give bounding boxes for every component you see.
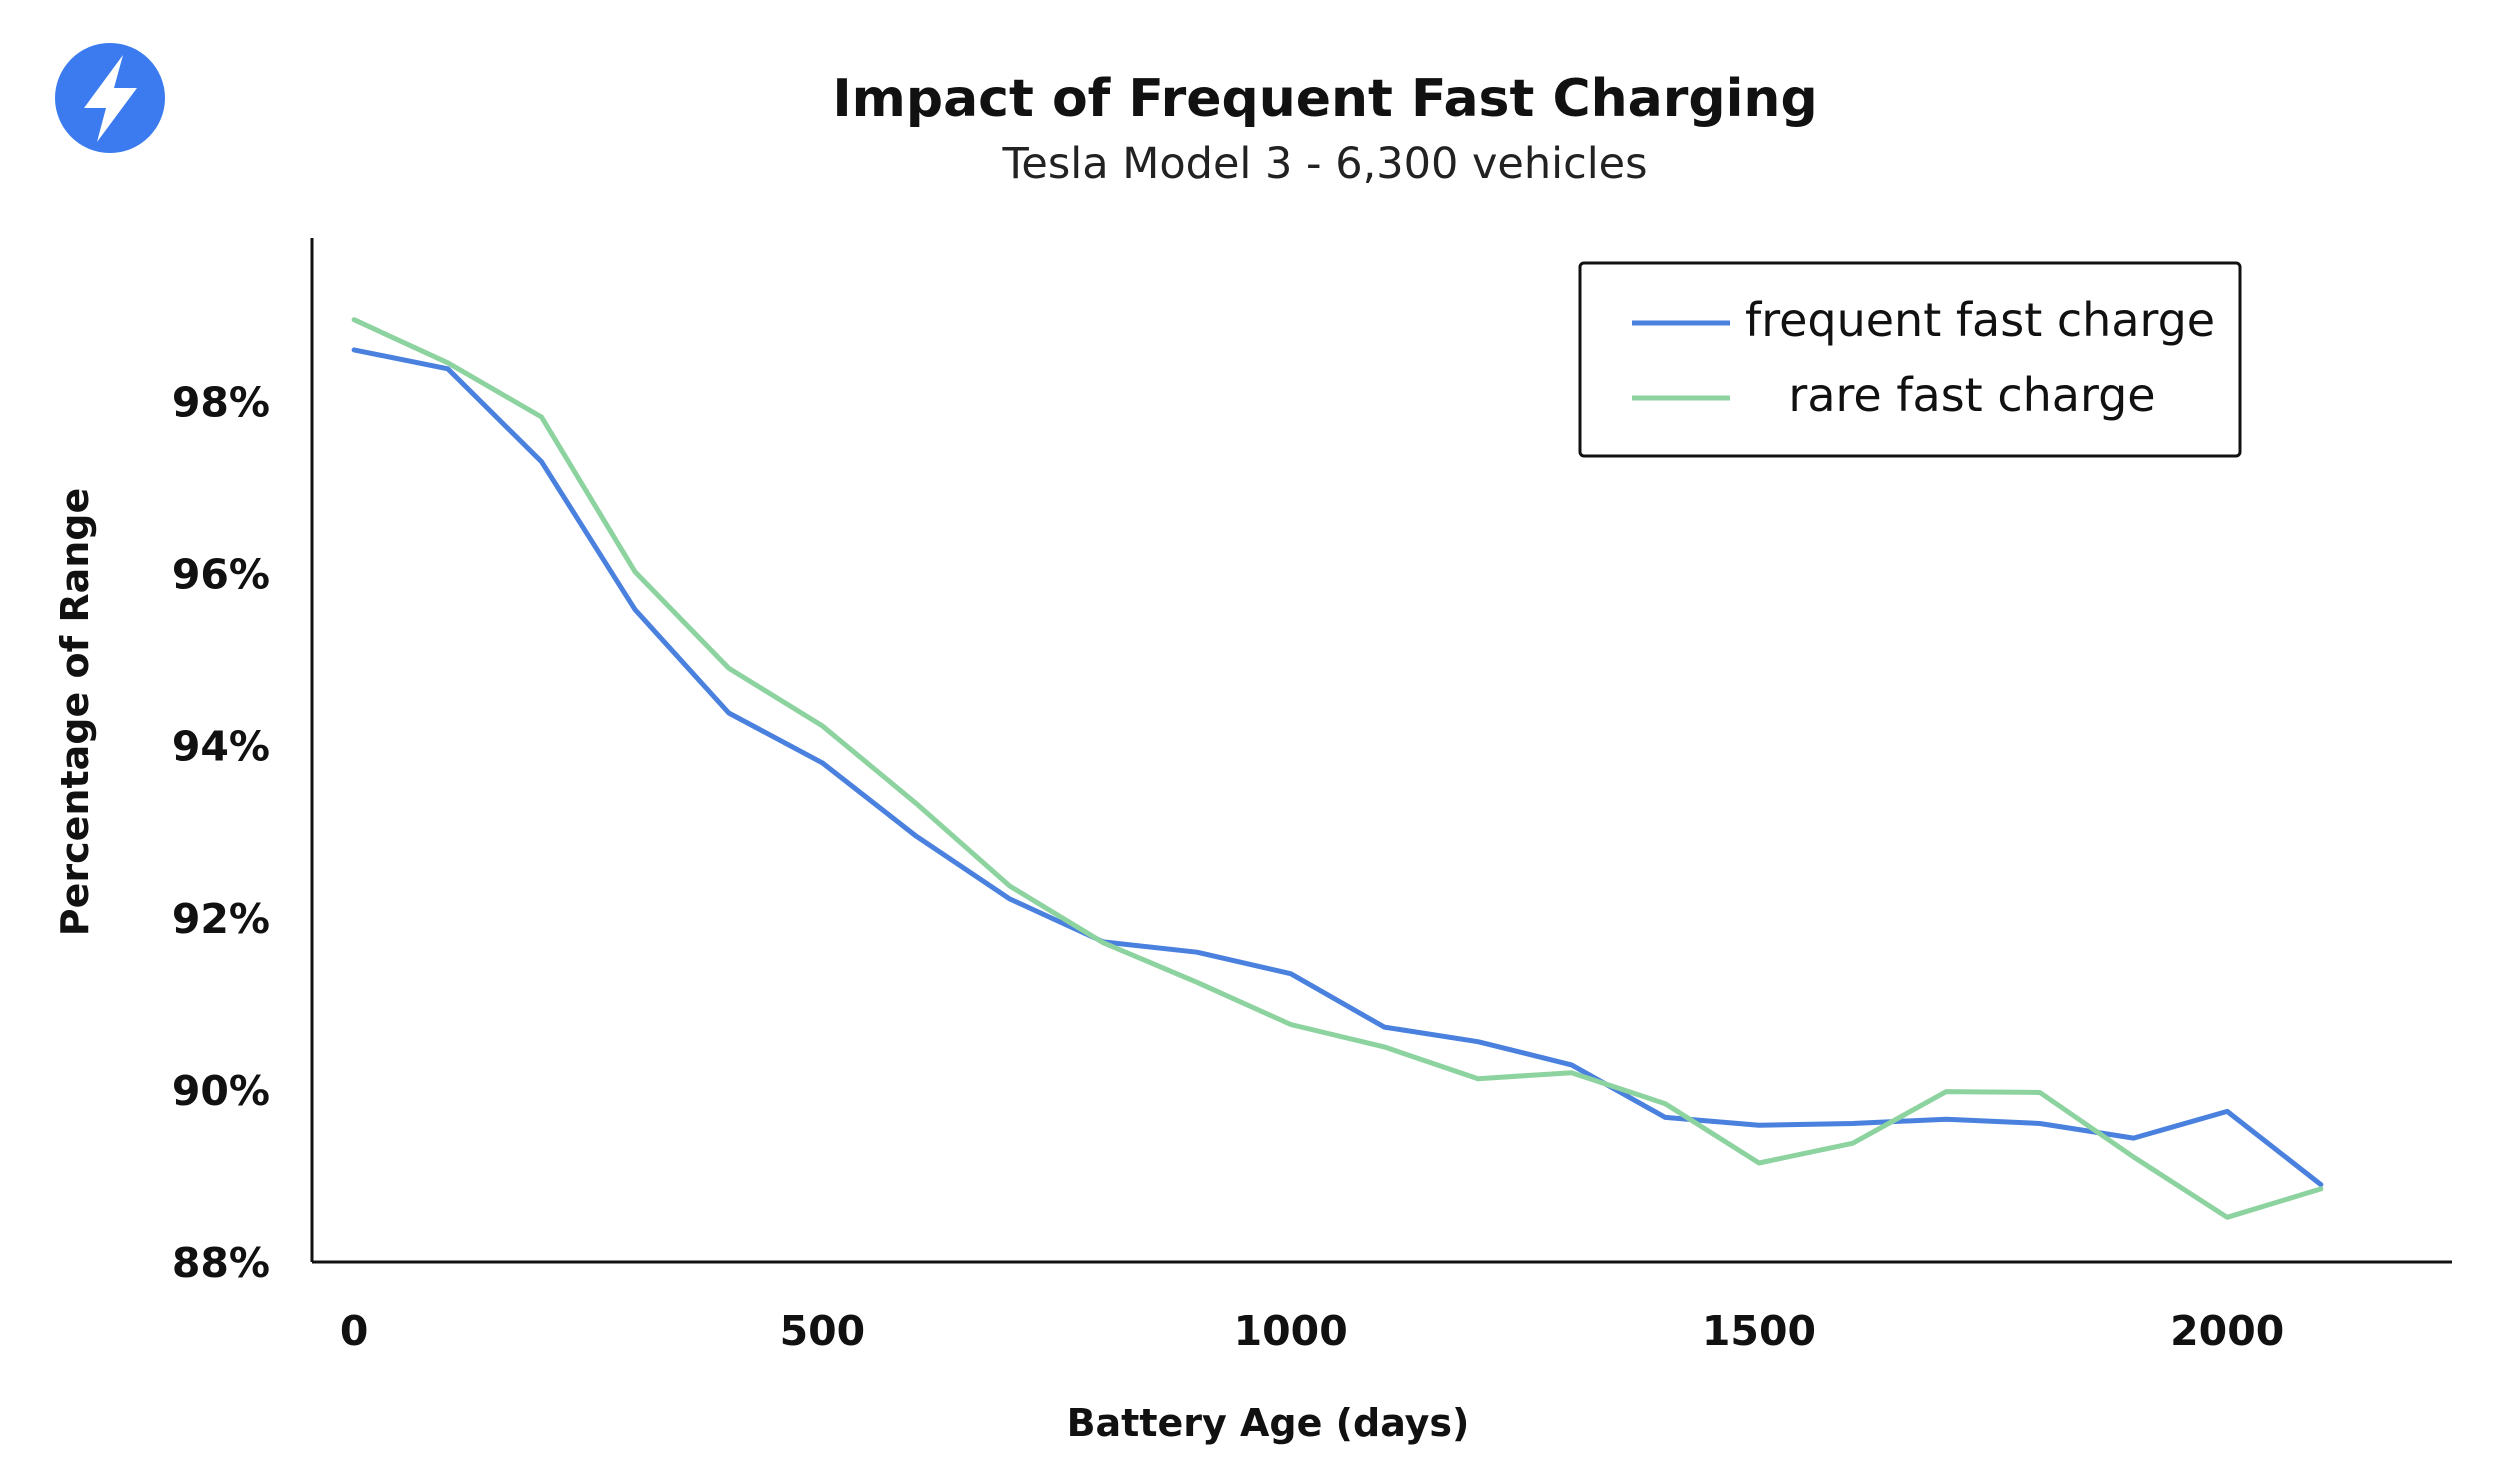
x-tick-label: 1000 <box>1234 1307 1348 1355</box>
legend-label-rare: rare fast charge <box>1788 368 2155 422</box>
lightning-bolt-icon <box>55 43 165 153</box>
y-axis-label: Percentage of Range <box>53 488 97 937</box>
y-tick-label: 88% <box>172 1239 270 1287</box>
legend-box <box>1578 261 2242 458</box>
y-tick-label: 98% <box>172 378 270 426</box>
y-axis-ticks: 88% 90% 92% 94% 96% 98% <box>172 378 270 1287</box>
y-tick-label: 94% <box>172 723 270 771</box>
series-line-frequent-fast-charge <box>351 347 2324 1188</box>
legend: frequent fast charge rare fast charge <box>1578 261 2242 458</box>
chart-subtitle: Tesla Model 3 - 6,300 vehicles <box>1001 139 1647 189</box>
x-tick-label: 2000 <box>2170 1307 2284 1355</box>
axes <box>310 238 2452 1264</box>
x-tick-label: 0 <box>340 1307 369 1355</box>
series-lines <box>351 317 2324 1220</box>
x-tick-label: 1500 <box>1702 1307 1816 1355</box>
y-tick-label: 96% <box>172 551 270 599</box>
x-tick-label: 500 <box>780 1307 866 1355</box>
series-line-rare-fast-charge <box>351 317 2324 1220</box>
chart-title: Impact of Frequent Fast Charging <box>832 69 1817 129</box>
y-tick-label: 90% <box>172 1067 270 1115</box>
legend-label-frequent: frequent fast charge <box>1745 293 2215 347</box>
y-tick-label: 92% <box>172 895 270 943</box>
x-axis-ticks: 0 500 1000 1500 2000 <box>340 1307 2284 1355</box>
x-axis-label: Battery Age (days) <box>1067 1401 1470 1445</box>
